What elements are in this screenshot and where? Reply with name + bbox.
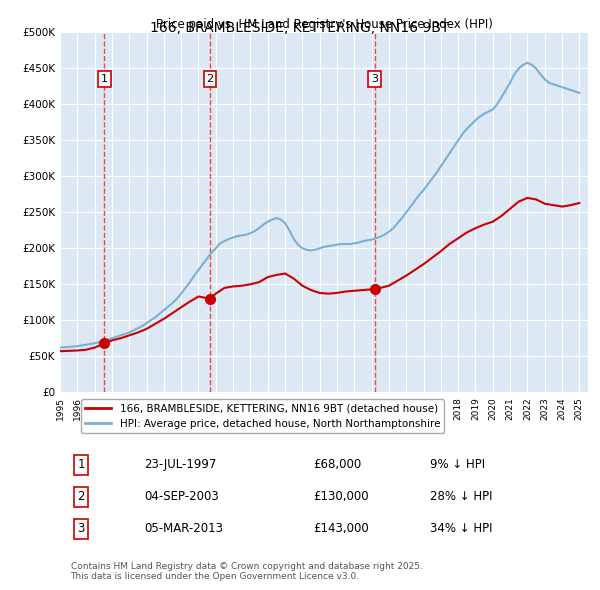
Text: 2: 2 — [206, 74, 214, 84]
Text: Contains HM Land Registry data © Crown copyright and database right 2025.
This d: Contains HM Land Registry data © Crown c… — [71, 562, 422, 581]
Text: 05-MAR-2013: 05-MAR-2013 — [145, 522, 223, 535]
Text: £130,000: £130,000 — [313, 490, 369, 503]
Text: 3: 3 — [77, 522, 85, 535]
Text: 04-SEP-2003: 04-SEP-2003 — [145, 490, 219, 503]
Text: 1: 1 — [101, 74, 108, 84]
Legend: 166, BRAMBLESIDE, KETTERING, NN16 9BT (detached house), HPI: Average price, deta: 166, BRAMBLESIDE, KETTERING, NN16 9BT (d… — [81, 399, 444, 433]
Text: 34% ↓ HPI: 34% ↓ HPI — [430, 522, 492, 535]
Text: 3: 3 — [371, 74, 378, 84]
Text: 23-JUL-1997: 23-JUL-1997 — [145, 458, 217, 471]
Text: £143,000: £143,000 — [313, 522, 369, 535]
Text: 28% ↓ HPI: 28% ↓ HPI — [430, 490, 492, 503]
Text: 9% ↓ HPI: 9% ↓ HPI — [430, 458, 485, 471]
Text: £68,000: £68,000 — [313, 458, 362, 471]
Title: Price paid vs. HM Land Registry's House Price Index (HPI): Price paid vs. HM Land Registry's House … — [155, 18, 493, 31]
Text: 1: 1 — [77, 458, 85, 471]
Text: 166, BRAMBLESIDE, KETTERING, NN16 9BT: 166, BRAMBLESIDE, KETTERING, NN16 9BT — [151, 21, 449, 35]
Text: 2: 2 — [77, 490, 85, 503]
